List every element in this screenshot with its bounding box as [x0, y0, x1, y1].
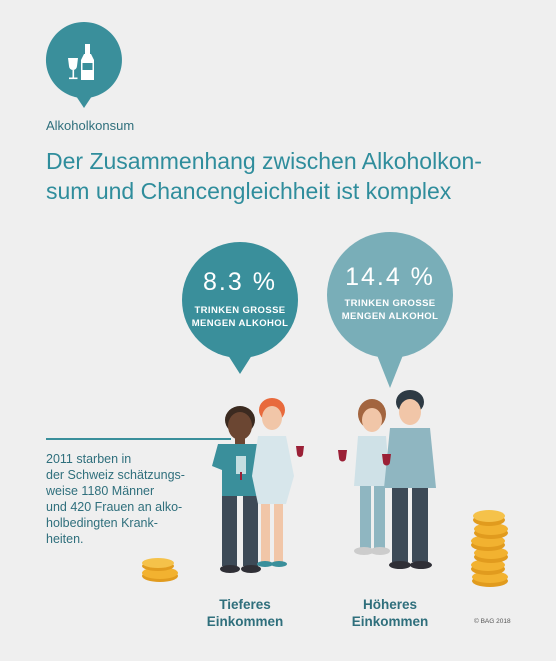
stat-bubble-high — [327, 232, 453, 388]
caption-high-line2: Einkommen — [351, 614, 429, 629]
person-woman-high-income — [338, 399, 390, 555]
stat-high-label-line2: MENGEN ALKOHOL — [341, 311, 439, 322]
person-woman-low-income — [252, 398, 304, 567]
fact-line: 2011 starben in — [46, 452, 132, 466]
stat-bubble-low — [182, 242, 298, 374]
stat-low-label: TRINKEN GROSSE MENGEN ALKOHOL — [180, 304, 300, 330]
stat-low-label-line1: TRINKEN GROSSE — [194, 305, 286, 316]
coin-stack-large — [471, 510, 508, 587]
stat-high-value: 14.4 % — [345, 263, 435, 291]
stat-high-label: TRINKEN GROSSE MENGEN ALKOHOL — [325, 297, 455, 323]
stat-low-label-line2: MENGEN ALKOHOL — [191, 318, 289, 329]
title-line-1: Der Zusammenhang zwischen Alkoholkon- — [46, 148, 482, 174]
fact-line: weise 1180 Männer — [46, 484, 155, 498]
page-title: Der Zusammenhang zwischen Alkoholkon- su… — [46, 146, 526, 206]
stat-high-label-line1: TRINKEN GROSSE — [344, 298, 436, 309]
title-line-2: sum und Chancengleichheit ist komplex — [46, 178, 452, 204]
caption-low-income: Tieferes Einkommen — [190, 596, 300, 630]
fact-line: heiten. — [46, 532, 84, 546]
caption-low-line2: Einkommen — [206, 614, 284, 629]
section-kicker: Alkoholkonsum — [46, 118, 135, 133]
people-illustration — [212, 390, 436, 573]
stat-low: 8.3 % TRINKEN GROSSE MENGEN ALKOHOL — [180, 268, 300, 330]
coin-stack-small — [142, 558, 178, 582]
alcohol-bubble-icon — [45, 22, 122, 108]
fact-text: 2011 starben in der Schweiz schätzungs- … — [46, 451, 216, 547]
caption-low-line1: Tieferes — [219, 597, 271, 612]
fact-line: holbedingten Krank- — [46, 516, 158, 530]
fact-line: der Schweiz schätzungs- — [46, 468, 185, 482]
copyright: © BAG 2018 — [474, 618, 511, 625]
fact-divider — [46, 438, 231, 440]
wine-glass-icon — [68, 58, 78, 80]
stat-high: 14.4 % TRINKEN GROSSE MENGEN ALKOHOL — [325, 263, 455, 323]
fact-line: und 420 Frauen an alko- — [46, 500, 183, 514]
caption-high-line1: Höheres — [362, 597, 418, 612]
caption-high-income: Höheres Einkommen — [335, 596, 445, 630]
stat-low-value: 8.3 % — [203, 268, 277, 296]
person-man-high-income — [382, 390, 436, 569]
